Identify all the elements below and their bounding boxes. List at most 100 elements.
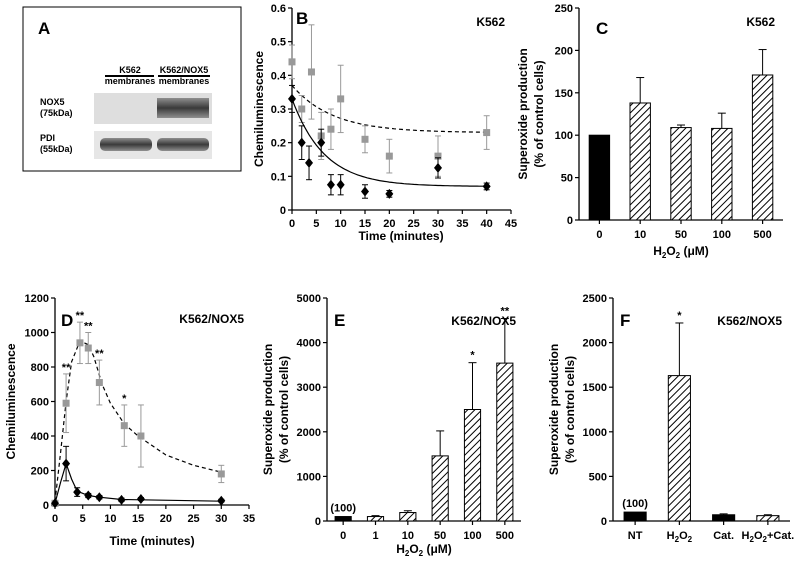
panel-c-x-label: H2O2​ (μM) [653, 244, 709, 260]
panel-d-y-tick-label: 400 [31, 431, 49, 443]
panel-d-letter: D [61, 311, 73, 330]
panel-d-x-tick-label: 30 [215, 513, 227, 525]
panel-c-bar [711, 127, 733, 221]
panel-d-series1-annotation: ** [76, 310, 85, 322]
panel-f-bar [712, 514, 736, 522]
panel-d-series1-annotation: ** [95, 348, 104, 360]
panel-b-series2-line [291, 98, 487, 187]
panel-f-y-tick-label: 1500 [583, 382, 607, 394]
panel-b-series2-point [385, 188, 394, 199]
panel-a-letter: A [38, 19, 50, 38]
panel-b-letter: B [296, 9, 308, 28]
panel-e-y-label: (% of control cells) [277, 356, 291, 463]
blot-row2-line1: PDI [40, 133, 55, 143]
panel-e-cell-tag: K562/NOX5 [451, 314, 516, 328]
panel-b-series2-point [434, 162, 442, 173]
panel-b-x-tick-label: 35 [456, 218, 468, 230]
panel-f-bar [756, 515, 780, 522]
panel-e-bar [431, 455, 449, 522]
blot-col2-line2: membranes [159, 76, 210, 86]
panel-b-y-tick-label: 0.4 [271, 70, 287, 82]
panel-c-cell-tag: K562 [746, 15, 775, 29]
panel-e-bar-note: * [470, 350, 475, 362]
panel-e-x-tick-label: 1 [372, 530, 378, 542]
panel-e-y-tick-label: 2000 [297, 427, 321, 439]
panel-d-x-label: Time (minutes) [109, 534, 194, 548]
panel-d-series2-point [62, 458, 71, 469]
panel-b-series1-point [434, 152, 442, 160]
panel-a-blot: A K562 membranes K562/NOX5 membranes NOX… [22, 6, 242, 172]
panel-c-bar [751, 74, 774, 221]
panel-b-y-tick-label: 0.2 [271, 138, 286, 150]
panel-f: 0 500 1000 1500 2000 2500 NT (100) H2O2​ * Cat. H2O… [547, 293, 794, 544]
panel-d-series1-point [120, 422, 128, 430]
panel-d-series1-point [76, 339, 84, 347]
panel-e-letter: E [334, 311, 345, 330]
panel-e-x-tick-label: 500 [496, 530, 514, 542]
panel-d-series2-point [136, 493, 145, 504]
panel-c-x-tick-label: 0 [596, 229, 602, 241]
panel-b-series2-point [326, 179, 335, 190]
panel-c-x-tick-label: 500 [753, 229, 771, 241]
panel-b-x-tick-label: 15 [359, 218, 371, 230]
panel-f-y-label: Superoxide production [547, 344, 561, 475]
panel-d-series2-point [84, 490, 93, 501]
panel-d-series1-point [84, 344, 92, 352]
panel-d-series1-annotation: ** [62, 362, 71, 374]
panel-f-y-tick-label: 2500 [583, 293, 607, 305]
panel-f-y-tick-label: 1000 [583, 427, 607, 439]
panel-d-x-tick-label: 5 [80, 513, 86, 525]
panel-f-y-tick-label: 500 [589, 471, 607, 483]
panel-d-series1-point [62, 399, 70, 407]
panel-d-x-tick-label: 10 [104, 513, 116, 525]
blot-row1-line1: NOX5 [40, 97, 65, 107]
panel-e-x-tick-label: 10 [402, 530, 414, 542]
panel-b-x-tick-label: 25 [408, 218, 420, 230]
panel-e-bar-note: ** [501, 306, 510, 318]
panel-b-series1-point [307, 68, 315, 76]
panel-f-bar [623, 511, 647, 522]
panel-c-bar [629, 102, 651, 221]
panel-e-bar [399, 512, 417, 522]
panel-b-x-tick-label: 30 [432, 218, 444, 230]
panel-f-cell-tag: K562/NOX5 [717, 314, 782, 328]
panel-e-y-label: Superoxide production [261, 344, 275, 475]
panel-d-x-tick-label: 0 [52, 513, 58, 525]
panel-e-x-tick-label: 100 [463, 530, 481, 542]
panel-b-series2-point [288, 93, 296, 104]
panel-e-bar [366, 516, 385, 522]
blot-nox5-band [157, 98, 209, 118]
panel-e-x-tick-label: 50 [434, 530, 446, 542]
blot-col1-line2: membranes [105, 76, 156, 86]
blot-row1-line2: (75kDa) [40, 108, 73, 118]
panel-d-y-tick-label: 1200 [25, 293, 49, 305]
panel-e-y-tick-label: 0 [315, 516, 321, 528]
panel-b: 0 0.1 0.2 0.3 0.4 0.5 0.6 0 5 10 15 20 25 30 35 40 45 B K5… [252, 3, 517, 243]
panel-d-series2-line [54, 461, 222, 504]
blot-pdi-band-1 [100, 138, 152, 151]
panel-d-x-tick-label: 35 [243, 513, 255, 525]
panel-f-x-tick-label: NT [628, 530, 643, 542]
panel-d-y-tick-label: 800 [31, 362, 49, 374]
panel-d-x-tick-label: 20 [160, 513, 172, 525]
panel-b-series1-point [288, 58, 296, 66]
panel-d-y-tick-label: 200 [31, 466, 49, 478]
panel-b-series2-point [336, 179, 345, 190]
panel-f-bar-note: (100) [622, 498, 648, 510]
panel-d-y-label: Chemiluminescence [4, 343, 18, 459]
panel-b-series2-point [297, 137, 306, 148]
panel-b-x-tick-label: 10 [335, 218, 347, 230]
panel-f-letter: F [620, 311, 630, 330]
panel-b-y-tick-label: 0.3 [271, 104, 286, 116]
panel-c-y-tick-label: 200 [555, 45, 573, 57]
blot-col2-line1: K562/NOX5 [160, 65, 209, 75]
panel-f-y-tick-label: 0 [601, 516, 607, 528]
panel-b-series2-point [482, 181, 491, 192]
panel-e-bar [334, 516, 352, 522]
panel-b-x-tick-label: 40 [481, 218, 493, 230]
panel-d-x-tick-label: 25 [187, 513, 199, 525]
panel-d-series1-point [95, 379, 103, 387]
panel-b-series1-point [327, 125, 335, 133]
